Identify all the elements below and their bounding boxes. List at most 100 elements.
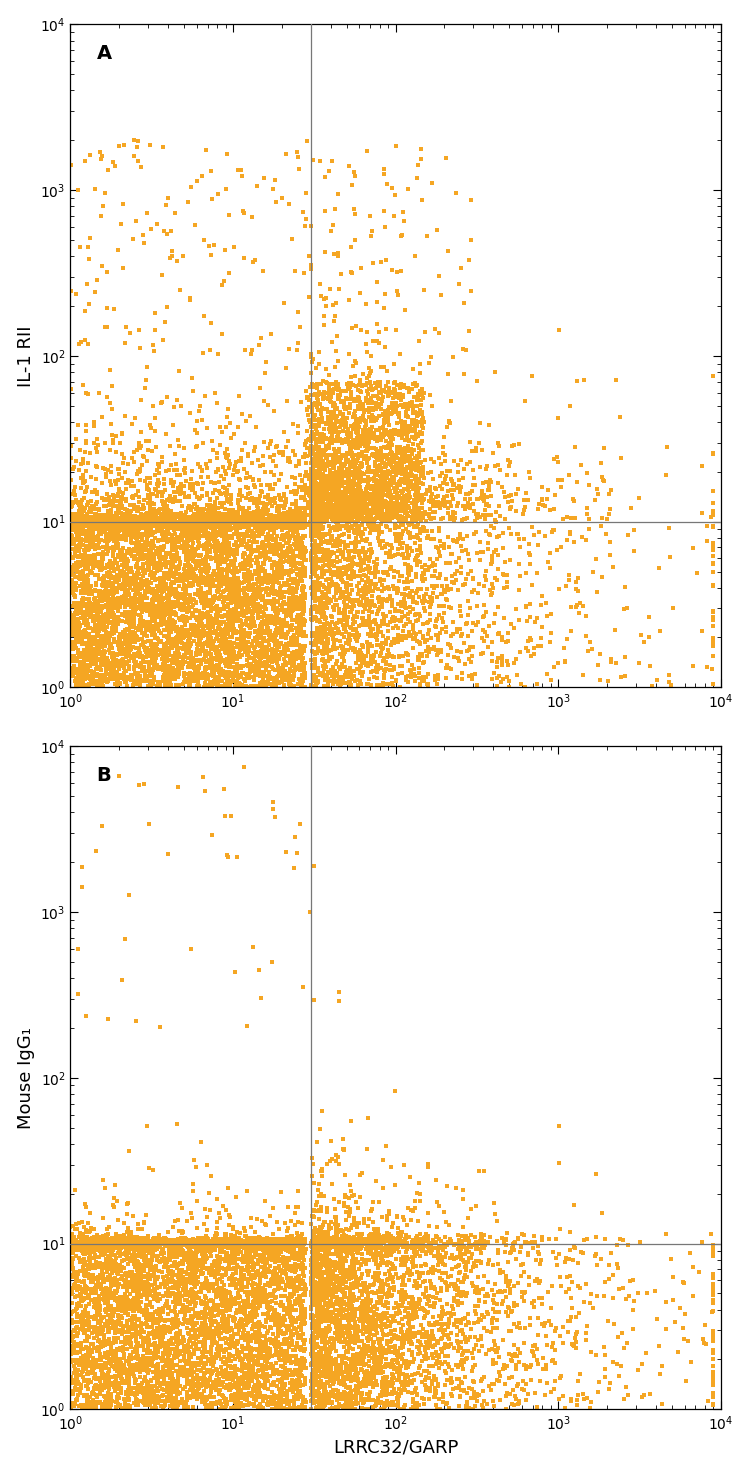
Point [80, 673, 92, 697]
Point [82, 564, 94, 588]
Point [332, 379, 344, 402]
Point [242, 1383, 254, 1407]
Point [268, 1273, 280, 1296]
Point [91, 1239, 103, 1262]
Point [100, 657, 112, 681]
Point [299, 539, 311, 563]
Point [76, 653, 88, 676]
Point [514, 1340, 526, 1364]
Point [244, 1255, 256, 1279]
Point [216, 1228, 228, 1252]
Point [214, 549, 226, 573]
Point [707, 442, 719, 465]
Point [77, 1396, 89, 1420]
Point [309, 1360, 321, 1383]
Point [124, 321, 136, 345]
Point [345, 532, 357, 555]
Point [386, 498, 398, 521]
Point [401, 501, 413, 524]
Point [219, 1264, 231, 1287]
Point [106, 577, 118, 601]
Point [88, 1355, 101, 1379]
Point [134, 545, 146, 569]
Point [328, 563, 340, 586]
Point [620, 1332, 632, 1355]
Point [261, 607, 273, 630]
Point [344, 1327, 356, 1351]
Point [290, 489, 302, 513]
Point [125, 1343, 137, 1367]
Point [326, 617, 338, 641]
Point [549, 1352, 561, 1376]
Point [231, 511, 243, 535]
Point [412, 443, 424, 467]
Point [251, 516, 263, 539]
Point [707, 532, 719, 555]
Point [257, 1302, 269, 1326]
Point [103, 1239, 115, 1262]
Point [290, 1274, 302, 1298]
Point [115, 508, 127, 532]
Point [358, 408, 370, 432]
Point [334, 458, 346, 482]
Point [268, 538, 280, 561]
Point [376, 1226, 388, 1249]
Point [359, 1374, 371, 1398]
Point [380, 380, 392, 404]
Point [248, 1243, 260, 1267]
Point [161, 1249, 173, 1273]
Point [129, 573, 141, 597]
Point [187, 379, 199, 402]
Point [272, 508, 284, 532]
Point [388, 523, 400, 546]
Point [142, 1315, 154, 1339]
Point [86, 1254, 98, 1277]
Point [370, 1218, 382, 1242]
Point [256, 1243, 268, 1267]
Point [172, 1289, 184, 1312]
Point [247, 1377, 259, 1401]
Point [271, 1262, 283, 1286]
Point [102, 589, 114, 613]
Point [361, 1233, 373, 1256]
Point [307, 149, 319, 172]
Point [200, 535, 212, 558]
Point [396, 601, 408, 625]
Point [480, 493, 492, 517]
Point [392, 482, 404, 505]
Point [85, 667, 97, 691]
Point [231, 507, 243, 530]
Point [410, 1230, 422, 1254]
Point [136, 514, 148, 538]
Point [206, 647, 218, 670]
Point [224, 498, 236, 521]
Point [404, 455, 416, 479]
Point [251, 1228, 263, 1252]
Point [113, 499, 125, 523]
Point [82, 1352, 94, 1376]
Point [373, 505, 385, 529]
Point [236, 508, 248, 532]
Point [136, 507, 148, 530]
Point [123, 1395, 135, 1418]
Point [198, 1373, 210, 1396]
Point [238, 1298, 250, 1321]
Point [135, 570, 147, 594]
Point [446, 1332, 458, 1355]
Point [305, 460, 317, 483]
Point [316, 1215, 328, 1239]
Point [277, 1332, 289, 1355]
Point [388, 382, 400, 405]
Point [322, 493, 334, 517]
Point [308, 1364, 320, 1388]
Point [149, 657, 161, 681]
Point [143, 1268, 155, 1292]
Point [326, 1326, 338, 1349]
Point [355, 1265, 367, 1289]
Point [161, 654, 173, 678]
Point [367, 1357, 379, 1380]
Point [308, 1339, 320, 1363]
Point [307, 524, 319, 548]
Point [198, 1318, 210, 1342]
Point [219, 1388, 231, 1411]
